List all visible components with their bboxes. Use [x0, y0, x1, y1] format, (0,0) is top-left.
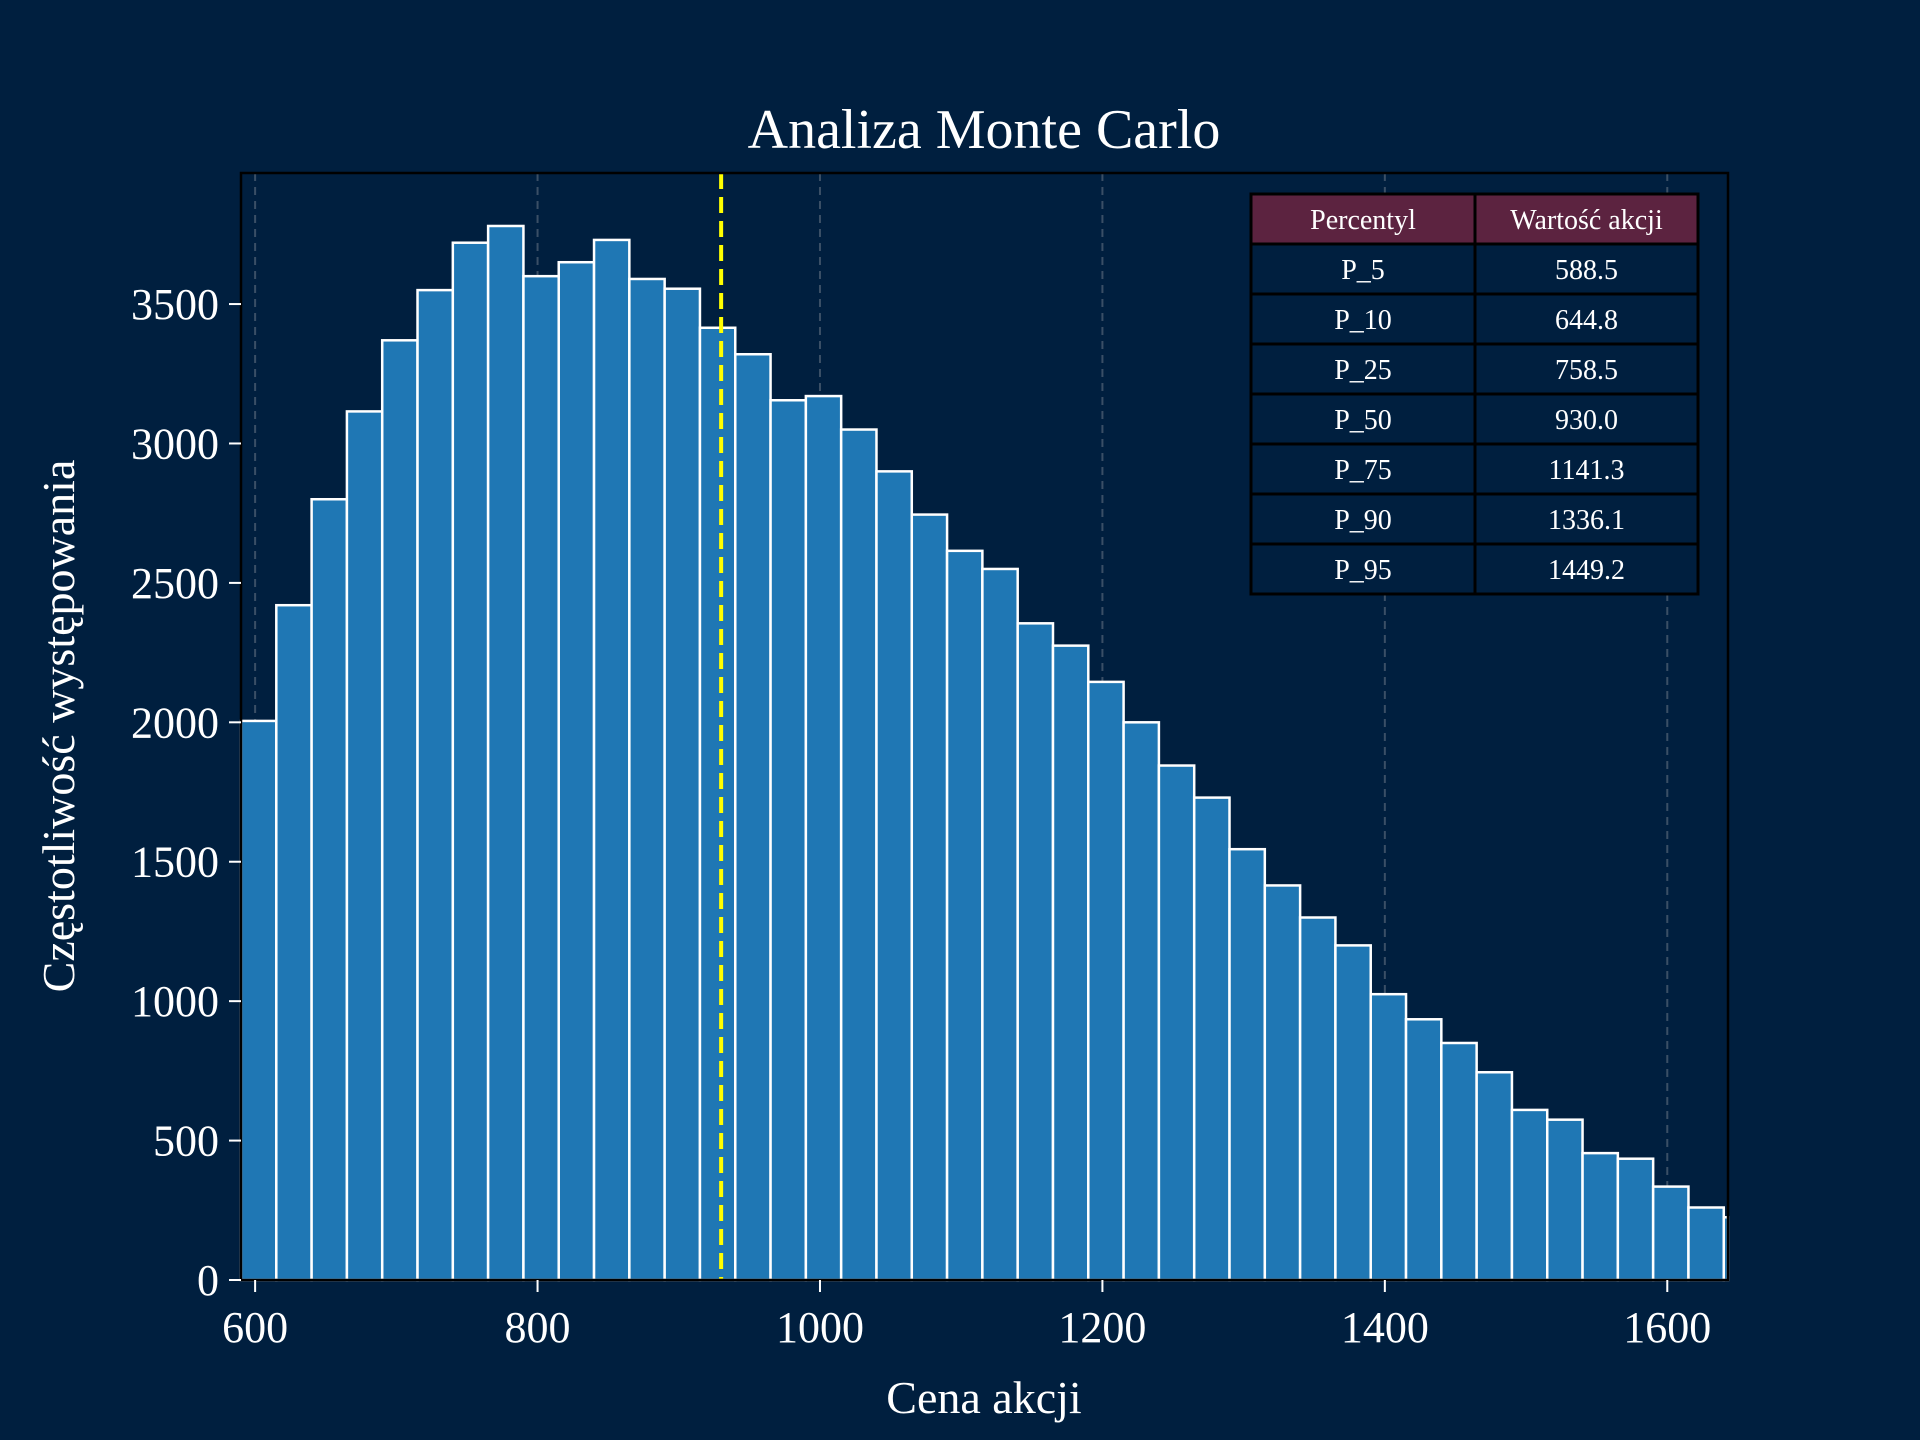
- histogram-bar: [1581, 1151, 1620, 1282]
- table-cell-text: P_90: [1334, 505, 1392, 536]
- table-cell-text: P_95: [1334, 555, 1392, 586]
- histogram-bar: [1687, 1206, 1726, 1282]
- histogram-bar: [1051, 644, 1090, 1282]
- histogram-bar: [981, 567, 1019, 1282]
- histogram-bar: [734, 352, 772, 1282]
- table-cell: [1473, 492, 1700, 546]
- table-cell-text: 1336.1: [1548, 505, 1625, 536]
- histogram-bar: [663, 287, 702, 1282]
- y-tick-label: 0: [197, 1256, 219, 1305]
- table-cell-text: 644.8: [1555, 305, 1618, 336]
- histogram-bar: [628, 277, 666, 1282]
- y-tick-label: 2500: [131, 559, 219, 608]
- histogram-bar: [1616, 1157, 1655, 1282]
- x-tick-label: 1600: [1623, 1303, 1711, 1352]
- table-cell: [1249, 442, 1477, 496]
- table-header-cell: [1249, 192, 1477, 246]
- histogram-bar: [1298, 916, 1337, 1282]
- table-cell-text: P_75: [1334, 455, 1392, 486]
- y-axis-ticks: 0 500 1000 1500 2000 2500 3000 3500: [131, 280, 241, 1305]
- table-cell: [1249, 392, 1477, 446]
- y-tick-label: 3500: [131, 280, 219, 329]
- y-tick-label: 3000: [131, 419, 219, 468]
- histogram-bar: [486, 224, 525, 1282]
- histogram-bar: [698, 326, 737, 1282]
- histogram-bar: [875, 470, 914, 1282]
- table-cell-text: 930.0: [1555, 405, 1618, 436]
- table-header-text: Wartość akcji: [1510, 205, 1663, 236]
- histogram-bar: [1440, 1041, 1478, 1282]
- histogram-bar: [1263, 884, 1302, 1282]
- table-cell-text: 758.5: [1555, 355, 1618, 386]
- histogram-bar: [1545, 1118, 1584, 1282]
- table-header-text: Percentyl: [1310, 205, 1416, 236]
- table-cell: [1473, 442, 1700, 496]
- table-cell-text: P_10: [1334, 305, 1392, 336]
- histogram-bar: [1157, 764, 1196, 1282]
- histogram-bar: [1510, 1108, 1549, 1282]
- table-cell-text: 588.5: [1555, 255, 1618, 286]
- histogram-bar: [557, 260, 596, 1282]
- table-cell: [1473, 392, 1700, 446]
- table-cell-text: P_50: [1334, 405, 1392, 436]
- x-tick-label: 1000: [776, 1303, 864, 1352]
- histogram-bar: [1475, 1071, 1514, 1282]
- histogram-bar: [380, 339, 419, 1282]
- histogram-bar: [804, 394, 843, 1282]
- chart-title: Analiza Monte Carlo: [748, 99, 1221, 161]
- histogram-bar: [769, 399, 808, 1282]
- percentile-table: Percentyl Wartość akcji P_5 588.5 P_10 644.8 P…: [1249, 192, 1700, 596]
- table-cell: [1249, 292, 1477, 346]
- histogram-bar: [910, 513, 949, 1282]
- x-tick-label: 600: [222, 1303, 288, 1352]
- histogram-bar: [945, 549, 984, 1282]
- histogram-bar: [1334, 944, 1372, 1282]
- y-tick-label: 1000: [131, 977, 219, 1026]
- x-axis-ticks: 600 800 1000 1200 1400 1600: [222, 1280, 1711, 1352]
- histogram-bar: [839, 428, 878, 1282]
- histogram-bar: [310, 497, 349, 1282]
- histogram-bar: [1192, 796, 1231, 1282]
- histogram-bar: [239, 719, 278, 1282]
- histogram-bar: [1087, 680, 1125, 1282]
- histogram-bar: [275, 603, 313, 1282]
- y-tick-label: 1500: [131, 838, 219, 887]
- x-tick-label: 800: [505, 1303, 571, 1352]
- histogram-bar: [451, 241, 490, 1282]
- histogram-bars: [239, 224, 1730, 1282]
- histogram-bar: [345, 410, 384, 1282]
- y-axis-label: Częstotliwość występowania: [33, 460, 84, 993]
- table-cell: [1473, 342, 1700, 396]
- histogram-bar: [1651, 1185, 1690, 1282]
- table-cell: [1249, 242, 1477, 296]
- table-cell-text: 1141.3: [1549, 455, 1625, 486]
- table-cell: [1473, 292, 1700, 346]
- histogram-bar: [1122, 721, 1161, 1282]
- plot-frame: [239, 171, 1730, 1282]
- table-cell-text: 1449.2: [1548, 555, 1625, 586]
- table-cell-text: P_5: [1341, 255, 1385, 286]
- histogram-bar: [1016, 622, 1055, 1282]
- histogram-bar: [416, 288, 455, 1282]
- y-tick-label: 500: [153, 1117, 219, 1166]
- x-tick-label: 1200: [1058, 1303, 1146, 1352]
- table-cell: [1249, 492, 1477, 546]
- histogram-bar: [592, 238, 631, 1282]
- x-axis-label: Cena akcji: [886, 1372, 1081, 1423]
- histogram-bar: [1369, 992, 1408, 1282]
- table-cell-text: P_25: [1334, 355, 1392, 386]
- x-tick-label: 1400: [1341, 1303, 1429, 1352]
- histogram-bar: [1228, 847, 1267, 1282]
- histogram-bar: [522, 274, 560, 1282]
- histogram-bar: [1404, 1018, 1443, 1282]
- table-cell: [1473, 542, 1700, 596]
- y-tick-label: 2000: [131, 698, 219, 747]
